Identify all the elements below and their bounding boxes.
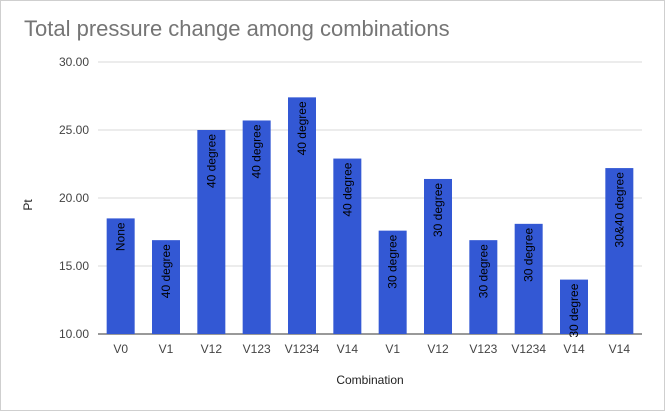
bar xyxy=(333,158,362,334)
data-label: 40 degree xyxy=(340,162,354,216)
x-tick-label: V0 xyxy=(113,342,128,356)
x-tick-label: V123 xyxy=(469,342,497,356)
bars xyxy=(106,97,634,334)
x-tick-label: V1 xyxy=(159,342,174,356)
bar xyxy=(197,130,226,334)
data-label: 40 degree xyxy=(204,134,218,188)
chart-title: Total pressure change among combinations xyxy=(24,16,450,41)
x-tick-label: V1 xyxy=(385,342,400,356)
data-label: 40 degree xyxy=(159,244,173,298)
y-tick-label: 15.00 xyxy=(59,259,89,273)
bar xyxy=(424,178,452,334)
data-label: None xyxy=(114,222,128,251)
bar xyxy=(605,168,634,334)
y-tick-label: 20.00 xyxy=(59,191,89,205)
bar xyxy=(514,223,543,334)
x-tick-label: V14 xyxy=(609,342,631,356)
y-axis-title: Pt xyxy=(21,199,35,211)
x-axis-title: Combination xyxy=(336,373,403,387)
x-tick-label: V1234 xyxy=(285,342,320,356)
data-label: 40 degree xyxy=(295,101,309,155)
gridlines xyxy=(98,61,642,335)
y-tick-label: 30.00 xyxy=(59,55,89,69)
data-label: 30 degree xyxy=(522,228,536,282)
y-tick-labels: 10.00 15.00 20.00 25.00 30.00 xyxy=(59,55,89,341)
data-label: 40 degree xyxy=(250,124,264,178)
bar xyxy=(469,240,498,334)
x-tick-labels: V0 V1 V12 V123 V1234 V14 V1 V12 V123 V1234 V14 V14 xyxy=(113,342,630,356)
data-label: 30&40 degree xyxy=(612,172,626,248)
data-label: 30 degree xyxy=(431,183,445,237)
x-tick-label: V123 xyxy=(243,342,271,356)
bar xyxy=(106,218,135,334)
bar xyxy=(560,279,588,334)
bar xyxy=(288,97,316,334)
data-label: 30 degree xyxy=(476,244,490,298)
x-tick-label: V1234 xyxy=(511,342,546,356)
x-tick-label: V12 xyxy=(427,342,449,356)
data-label: 30 degree xyxy=(567,283,581,337)
x-tick-label: V12 xyxy=(201,342,223,356)
bar xyxy=(378,230,407,334)
y-tick-label: 25.00 xyxy=(59,123,89,137)
y-tick-label: 10.00 xyxy=(59,327,89,341)
bar xyxy=(242,120,271,334)
x-tick-label: V14 xyxy=(337,342,359,356)
data-labels: None 40 degree 40 degree 40 degree 40 degree… xyxy=(114,101,627,338)
data-label: 30 degree xyxy=(386,234,400,288)
x-tick-label: V14 xyxy=(563,342,585,356)
bar xyxy=(152,240,180,334)
